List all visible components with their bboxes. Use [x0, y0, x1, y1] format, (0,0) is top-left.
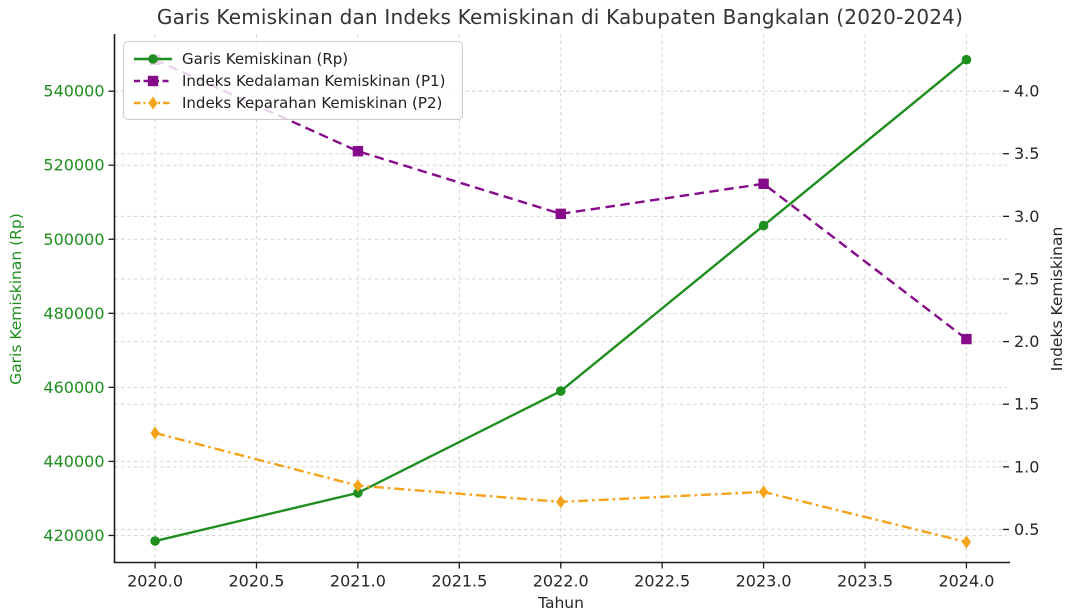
y-tick-label-left: 440000	[43, 452, 104, 471]
data-point-marker	[148, 53, 158, 64]
y-tick-label-right: 2.5	[1014, 269, 1039, 288]
data-point-marker	[150, 426, 160, 440]
y-tick-label-left: 480000	[43, 304, 104, 323]
x-tick-label: 2022.0	[533, 572, 589, 591]
data-point-marker	[758, 485, 769, 499]
y-tick-label-left: 420000	[43, 526, 104, 545]
legend-line-sample-indeks-kedalaman	[134, 75, 172, 86]
y-tick-label-right: 2.0	[1014, 332, 1039, 351]
series-line-2	[150, 426, 972, 549]
y-tick-label-right: 1.0	[1014, 457, 1039, 476]
y-tick-label-right: 1.5	[1014, 395, 1039, 414]
x-tick-label: 2022.5	[634, 572, 690, 591]
data-point-marker	[555, 208, 566, 220]
legend-item: Indeks Kedalaman Kemiskinan (P1)	[133, 70, 452, 91]
data-series	[149, 54, 972, 549]
axes-spines	[113, 34, 1010, 564]
data-point-marker	[147, 75, 159, 86]
x-tick-label: 2023.0	[736, 572, 792, 591]
y-tick-label-right: 3.0	[1014, 207, 1039, 226]
legend: Garis Kemiskinan (Rp) Indeks Kedalaman K…	[123, 41, 463, 120]
tick-labels: 420000 440000 460000 480000 500000 520000 5400…	[43, 82, 1039, 591]
x-tick-label: 2020.0	[127, 572, 183, 591]
legend-line-sample-garis-kemiskinan	[134, 53, 172, 64]
y-tick-label-right: 3.5	[1014, 144, 1039, 163]
data-point-marker	[961, 535, 972, 549]
data-point-marker	[961, 333, 972, 345]
x-tick-label: 2024.0	[938, 572, 994, 591]
y-tick-label-left: 460000	[43, 378, 104, 397]
data-point-marker	[758, 178, 769, 189]
x-axis-label: Tahun	[537, 594, 584, 612]
x-tick-label: 2021.0	[330, 572, 386, 591]
x-tick-label: 2020.5	[228, 572, 284, 591]
data-point-marker	[758, 220, 769, 231]
legend-line-sample-indeks-keparahan	[134, 96, 172, 109]
data-point-marker	[961, 54, 972, 65]
legend-label: Indeks Keparahan Kemiskinan (P2)	[182, 93, 443, 112]
legend-label: Garis Kemiskinan (Rp)	[182, 49, 349, 68]
x-tick-label: 2023.5	[837, 572, 893, 591]
y-tick-label-left: 520000	[43, 156, 104, 175]
y-tick-label-left: 540000	[43, 82, 104, 101]
data-point-marker	[148, 96, 158, 109]
legend-item: Indeks Keparahan Kemiskinan (P2)	[133, 92, 452, 113]
tick-marks	[108, 90, 1009, 569]
legend-label: Indeks Kedalaman Kemiskinan (P1)	[182, 71, 446, 90]
data-point-marker	[353, 488, 363, 498]
data-point-marker	[555, 386, 566, 396]
y-tick-label-right: 0.5	[1014, 520, 1039, 539]
gridlines	[114, 34, 1007, 563]
series-path	[154, 431, 967, 544]
data-point-marker	[352, 146, 364, 157]
series-line-0	[150, 54, 972, 546]
y-tick-label-left: 500000	[43, 230, 104, 249]
legend-item: Garis Kemiskinan (Rp)	[133, 48, 452, 69]
chart-title: Garis Kemiskinan dan Indeks Kemiskinan d…	[156, 5, 964, 29]
left-y-axis-label: Garis Kemiskinan (Rp)	[7, 213, 25, 385]
series-path	[154, 58, 968, 341]
data-point-marker	[353, 479, 363, 493]
right-y-axis-label: Indeks Kemiskinan	[1048, 227, 1066, 372]
data-point-marker	[150, 536, 160, 546]
x-tick-label: 2021.5	[431, 572, 487, 591]
y-tick-label-right: 4.0	[1014, 82, 1039, 101]
data-point-marker	[556, 495, 566, 509]
